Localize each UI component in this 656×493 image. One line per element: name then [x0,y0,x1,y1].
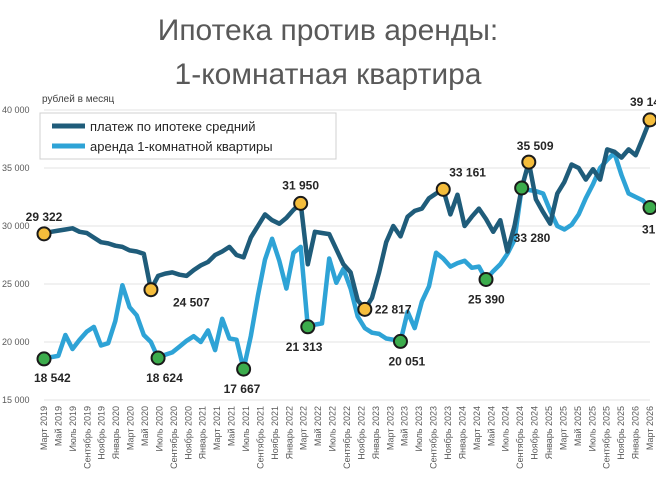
x-tick-label: Май 2020 [140,406,150,446]
x-tick-label: Май 2025 [573,406,583,446]
data-label: 17 667 [224,382,261,396]
x-axis: Март 2019 Май 2019 Июль 2019 Сентябрь 2019 Н… [39,406,655,469]
markers [36,112,656,377]
chart-title-line1: Ипотека против аренды: [157,14,499,47]
x-tick-label: Июль 2023 [414,406,424,451]
peak-marker [521,154,537,170]
trough-marker [514,180,530,196]
x-tick-label: Ноябрь 2021 [270,406,280,460]
x-tick-label: Ноябрь 2019 [97,406,107,460]
x-tick-label: Июль 2025 [587,406,597,451]
trough-marker [150,350,166,366]
series-lines [41,117,653,372]
x-tick-label: Январь 2020 [111,406,121,459]
legend-box [39,112,337,160]
x-tick-label: Ноябрь 2020 [183,406,193,460]
x-tick-label: Январь 2022 [284,406,294,459]
unit-label: рублей в месяц [42,94,115,105]
y-axis: 15 000 20 000 25 000 30 000 35 000 40 000 [2,105,30,405]
trough-marker [642,200,656,216]
data-label: 25 390 [468,292,505,306]
y-tick-label: 35 000 [2,163,30,173]
y-tick-label: 25 000 [2,279,30,289]
x-tick-label: Июль 2019 [68,406,78,451]
x-tick-label: Ноябрь 2024 [530,406,540,460]
trough-marker [478,271,494,287]
x-tick-label: Март 2025 [558,406,568,450]
x-tick-label: Январь 2025 [544,406,554,459]
x-tick-label: Март 2024 [472,406,482,450]
peak-marker [143,282,159,298]
x-tick-label: Июль 2021 [241,406,251,451]
x-tick-label: Март 2020 [126,406,136,450]
x-tick-label: Март 2023 [385,406,395,450]
data-label: 31 59 [642,223,656,237]
data-label: 33 161 [449,165,486,179]
y-tick-label: 40 000 [2,105,30,115]
data-label: 18 624 [146,371,183,385]
legend-label-mortgage: платеж по ипотеке средний [90,119,256,134]
x-tick-label: Март 2022 [299,406,309,450]
x-tick-label: Сентябрь 2023 [429,406,439,469]
x-tick-label: Сентябрь 2022 [342,406,352,469]
data-label: 39 149 [630,95,656,109]
peak-marker [36,226,52,242]
trough-marker [300,319,316,335]
data-labels: 29 322 24 507 31 950 22 817 33 161 35 509 39 1… [26,95,656,396]
trough-marker [36,351,52,367]
x-tick-label: Май 2024 [486,406,496,446]
x-tick-label: Январь 2026 [631,406,641,459]
y-tick-label: 30 000 [2,221,30,231]
x-tick-label: Сентябрь 2025 [602,406,612,469]
x-tick-label: Июль 2024 [501,406,511,451]
data-label: 35 509 [517,139,554,153]
series-line-mortgage [41,117,653,312]
y-tick-label: 15 000 [2,395,30,405]
data-label: 31 950 [282,178,319,192]
series-line-rent [41,150,653,372]
x-tick-label: Январь 2024 [457,406,467,459]
x-tick-label: Май 2021 [227,406,237,446]
x-tick-label: Сентябрь 2019 [82,406,92,469]
x-tick-label: Май 2022 [313,406,323,446]
x-tick-label: Сентябрь 2020 [169,406,179,469]
peak-marker [293,195,309,211]
x-tick-label: Ноябрь 2023 [443,406,453,460]
legend-label-rent: аренда 1-комнатной квартиры [90,139,273,154]
x-tick-label: Январь 2023 [371,406,381,459]
data-label: 22 817 [375,302,412,316]
x-tick-label: Ноябрь 2025 [616,406,626,460]
data-label: 20 051 [388,354,425,368]
trough-marker [392,333,408,349]
data-label: 33 280 [514,231,551,245]
x-tick-label: Март 2026 [645,406,655,450]
x-tick-label: Январь 2021 [198,406,208,459]
x-tick-label: Ноябрь 2022 [356,406,366,460]
peak-marker [642,112,656,128]
x-tick-label: Июль 2020 [154,406,164,451]
x-tick-label: Март 2021 [212,406,222,450]
data-label: 29 322 [26,210,63,224]
data-label: 24 507 [173,296,210,310]
x-tick-label: Май 2019 [53,406,63,446]
legend: платеж по ипотеке средний аренда 1-комна… [39,112,337,160]
chart-title-line2: 1-комнатная квартира [174,58,482,91]
data-label: 18 542 [34,371,71,385]
peak-marker [357,301,373,317]
x-tick-label: Сентябрь 2024 [515,406,525,469]
x-tick-label: Июль 2022 [328,406,338,451]
y-tick-label: 20 000 [2,337,30,347]
x-tick-label: Сентябрь 2021 [255,406,265,469]
data-label: 21 313 [286,340,323,354]
x-tick-label: Май 2023 [400,406,410,446]
trough-marker [236,361,252,377]
peak-marker [435,181,451,197]
x-tick-label: Март 2019 [39,406,49,450]
